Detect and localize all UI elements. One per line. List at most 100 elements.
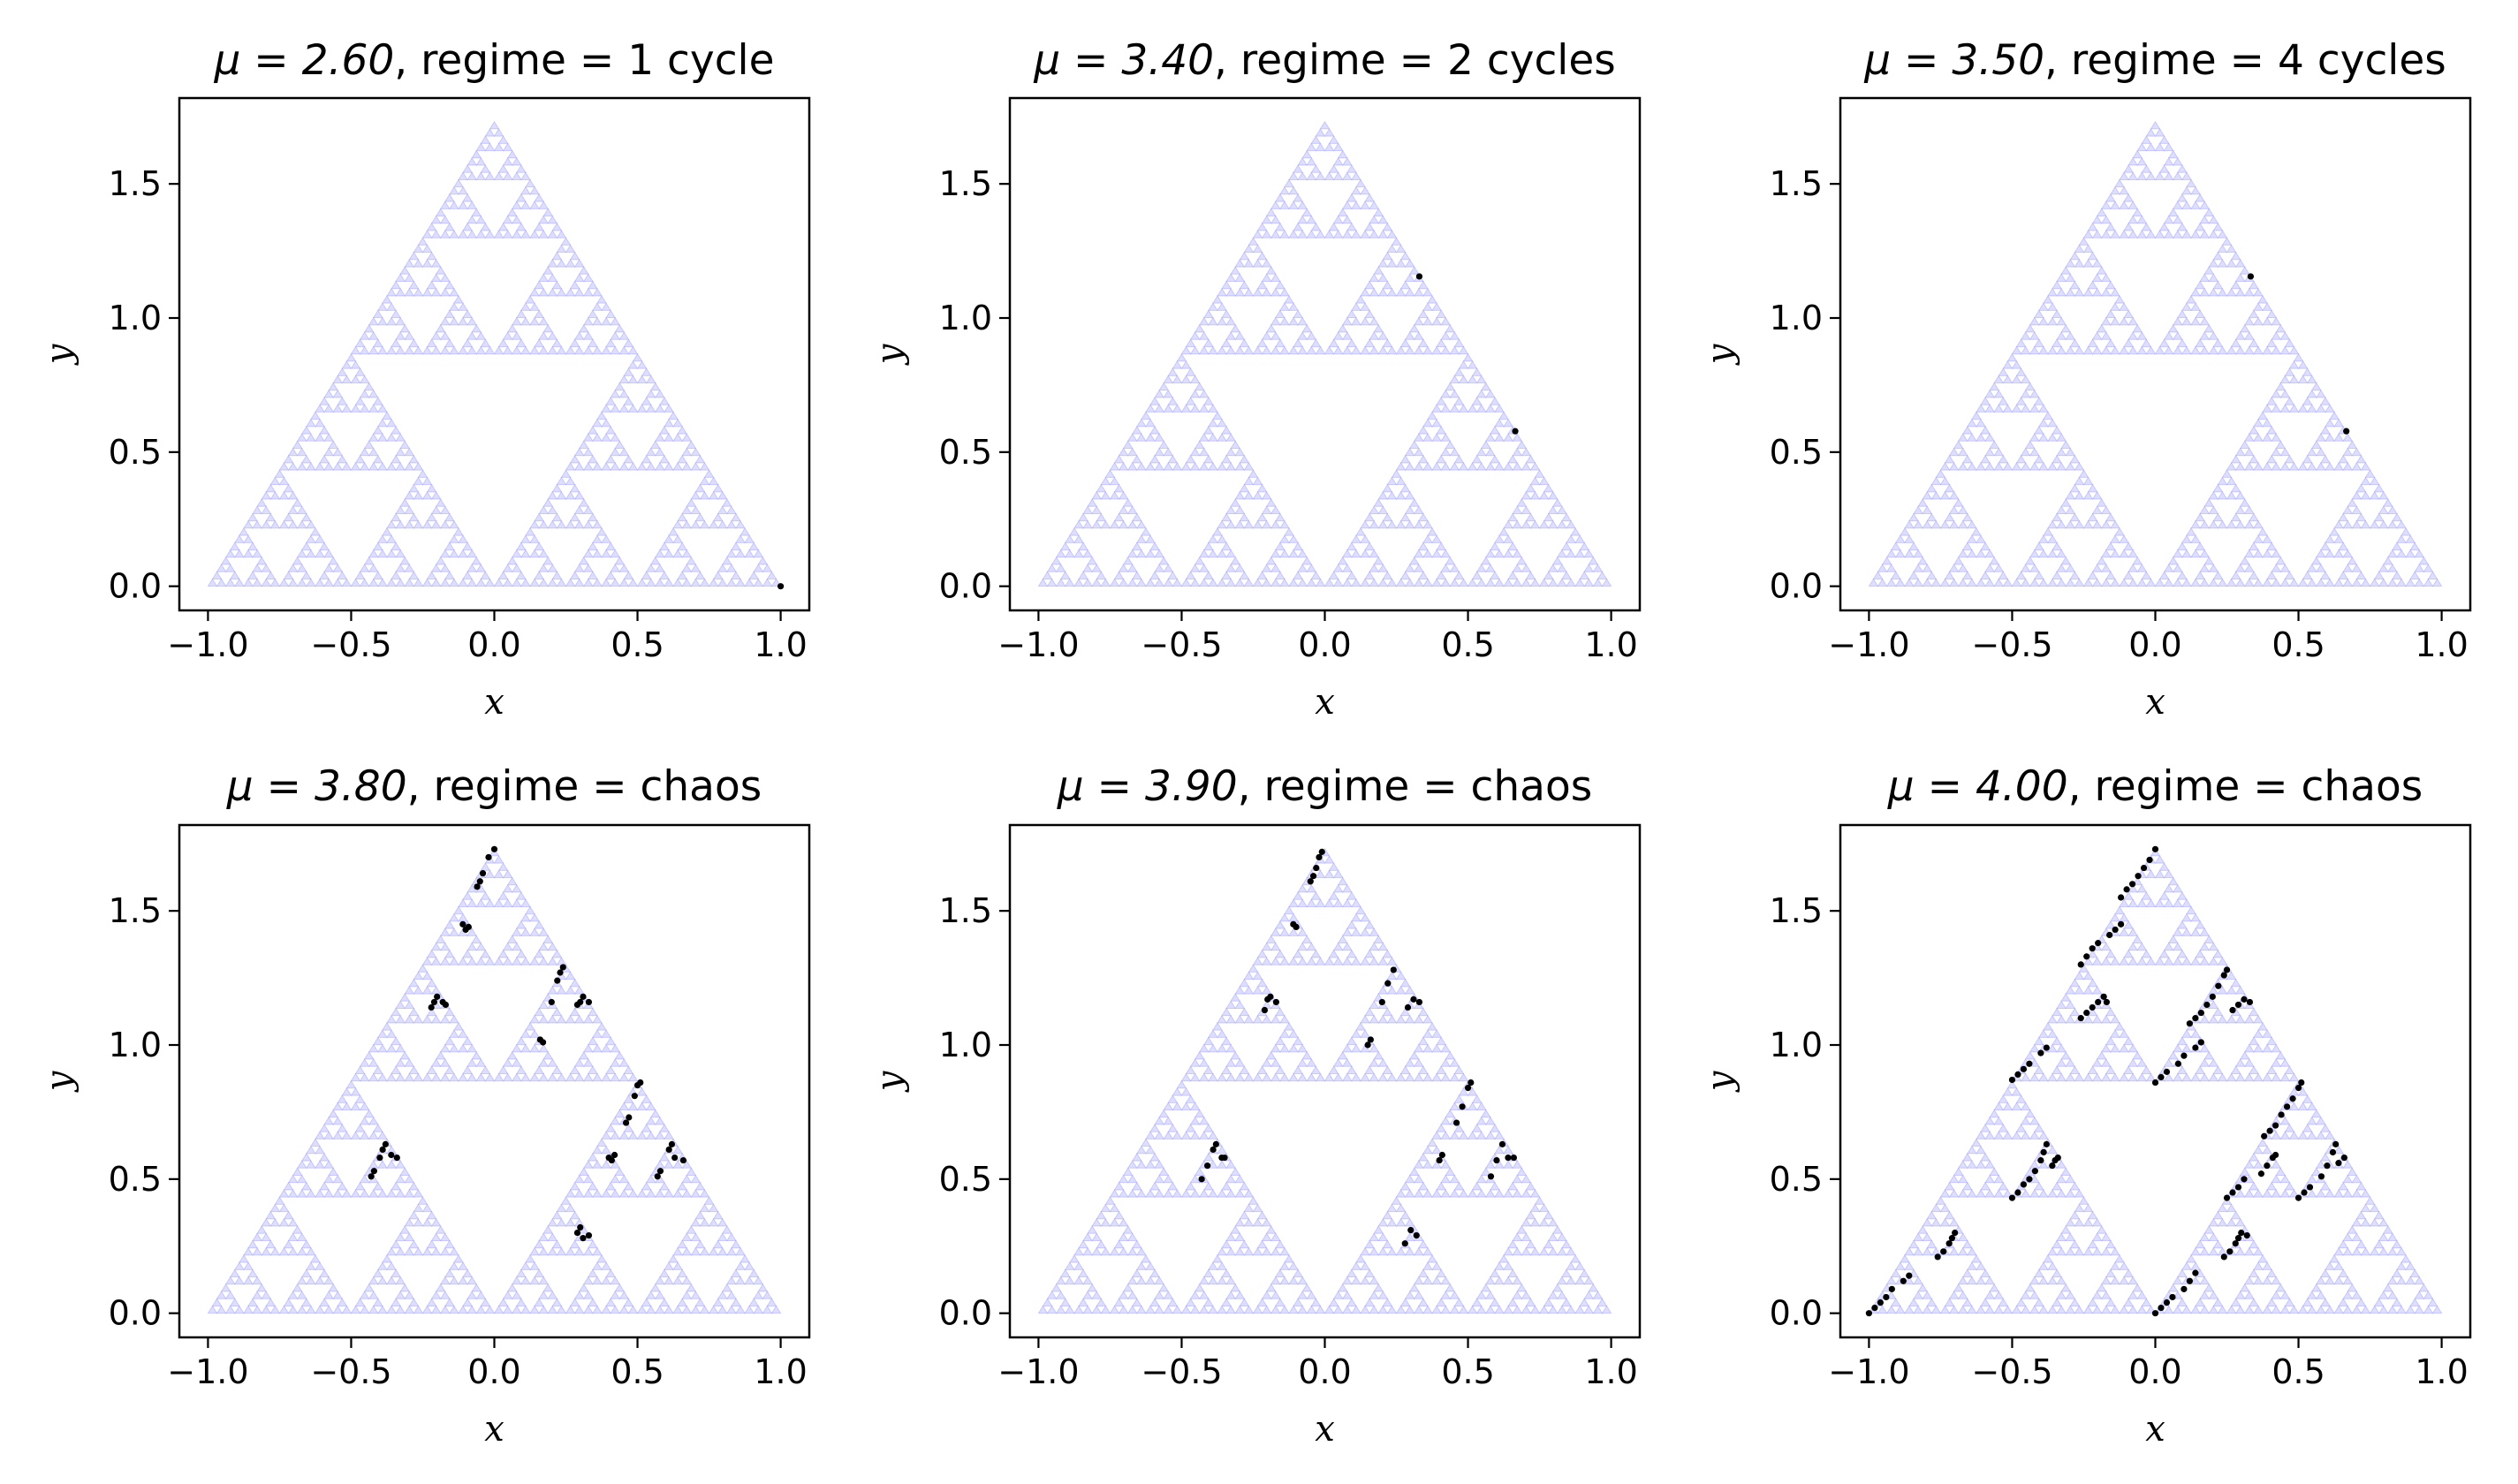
fractal-cell: [2091, 1072, 2103, 1082]
fractal-cell: [2047, 1246, 2058, 1256]
fractal-cell: [1122, 1283, 1134, 1292]
fractal-cell: [1516, 1283, 1528, 1292]
fractal-cell: [1252, 476, 1263, 486]
fractal-cell: [1306, 942, 1317, 951]
fractal-cell: [1503, 418, 1514, 428]
fractal-cell: [529, 519, 541, 529]
fractal-cell: [458, 549, 469, 558]
fractal-cell: [1332, 230, 1344, 238]
fractal-cell: [1993, 1116, 2005, 1125]
fractal-cell: [1323, 345, 1335, 355]
fractal-cell: [551, 338, 563, 347]
fractal-cell: [1966, 1246, 1977, 1256]
fractal-cell: [458, 345, 469, 355]
fractal-cell: [1989, 382, 2000, 391]
fractal-cell: [2230, 571, 2241, 579]
fractal-cell: [448, 316, 459, 326]
fractal-cell: [2217, 258, 2228, 268]
fractal-cell: [376, 433, 388, 442]
fractal-cell: [1904, 1276, 1915, 1285]
y-tick-label: 1.0: [109, 299, 162, 337]
fractal-cell: [471, 935, 482, 944]
fractal-cell: [278, 1217, 290, 1227]
fractal-cell: [565, 1246, 576, 1256]
fractal-cell: [233, 549, 245, 558]
fractal-cell: [2306, 389, 2317, 398]
fractal-cell: [1369, 1000, 1380, 1010]
fractal-cell: [408, 1298, 420, 1306]
fractal-cell: [2275, 1167, 2287, 1177]
fractal-cell: [1198, 433, 1210, 442]
fractal-cell: [448, 1014, 459, 1024]
fractal-cell: [1198, 462, 1210, 471]
fractal-cell: [2127, 957, 2139, 965]
fractal-cell: [269, 490, 281, 500]
fractal-cell: [2127, 942, 2139, 951]
fractal-cell: [1350, 1261, 1361, 1270]
fractal-cell: [1399, 338, 1411, 347]
fractal-cell: [2127, 171, 2139, 180]
fractal-cell: [1904, 519, 1915, 529]
fractal-cell: [376, 1072, 388, 1082]
fractal-cell: [1082, 564, 1094, 572]
fractal-cell: [430, 957, 442, 965]
fractal-cell: [1377, 1014, 1389, 1024]
fractal-cell: [520, 316, 531, 326]
orbit-points: [777, 583, 785, 590]
fractal-cell: [658, 571, 670, 579]
fractal-cell: [1475, 1174, 1487, 1184]
orbit-point: [459, 920, 466, 928]
fractal-cell: [2029, 433, 2040, 442]
fractal-cell: [1494, 534, 1505, 543]
fractal-cell: [2431, 1305, 2443, 1314]
fractal-cell: [1234, 1058, 1246, 1067]
fractal-cell: [534, 1268, 545, 1278]
fractal-cell: [413, 476, 424, 486]
fractal-cell: [2024, 440, 2036, 450]
fractal-cell: [337, 1298, 348, 1306]
fractal-cell: [2271, 462, 2282, 471]
fractal-cell: [261, 519, 272, 529]
fractal-cell: [395, 433, 406, 442]
subplot-mu-3-40: μ = 3.40, regime = 2 cycles −1.0 −0.5 0.0 0…: [869, 36, 1642, 723]
fractal-cell: [1243, 244, 1255, 254]
fractal-cell: [1234, 1291, 1246, 1299]
fractal-cell: [717, 519, 728, 529]
fractal-cell: [2208, 490, 2219, 500]
fractal-cell: [2302, 571, 2313, 579]
fractal-cell: [1440, 1131, 1452, 1140]
fractal-cell: [458, 171, 469, 180]
fractal-cell: [601, 316, 612, 326]
fractal-cell: [417, 964, 429, 973]
fractal-cell: [404, 1305, 415, 1314]
fractal-cell: [2248, 1152, 2259, 1162]
fractal-cell: [511, 331, 522, 340]
fractal-cell: [1341, 942, 1353, 951]
fractal-cell: [2319, 454, 2331, 464]
fractal-cell: [1131, 541, 1142, 551]
fractal-cell: [1417, 280, 1429, 290]
fractal-cell: [2248, 454, 2259, 464]
fractal-cell: [2271, 1174, 2282, 1184]
fractal-cell: [2176, 338, 2188, 347]
fractal-cell: [699, 1305, 710, 1314]
fractal-cell: [1297, 942, 1308, 951]
fractal-cell: [1323, 1072, 1335, 1082]
fractal-cell: [556, 1246, 567, 1256]
fractal-cell: [2091, 1291, 2103, 1299]
y-axis-label: y: [869, 1070, 910, 1093]
fractal-cell: [730, 571, 741, 579]
x-tick-label: 1.0: [2415, 1352, 2468, 1391]
fractal-cell: [547, 1072, 558, 1082]
fractal-cell: [296, 1160, 307, 1169]
fractal-cell: [587, 571, 598, 579]
fractal-cell: [404, 1072, 415, 1082]
fractal-cell: [1198, 404, 1210, 413]
fractal-cell: [444, 1007, 455, 1017]
fractal-cell: [1198, 447, 1210, 457]
fractal-cell: [645, 1291, 656, 1299]
fractal-cell: [2100, 1014, 2112, 1024]
fractal-cell: [1948, 1305, 1960, 1314]
fractal-cell: [1939, 1189, 1951, 1198]
fractal-cell: [1284, 178, 1294, 188]
